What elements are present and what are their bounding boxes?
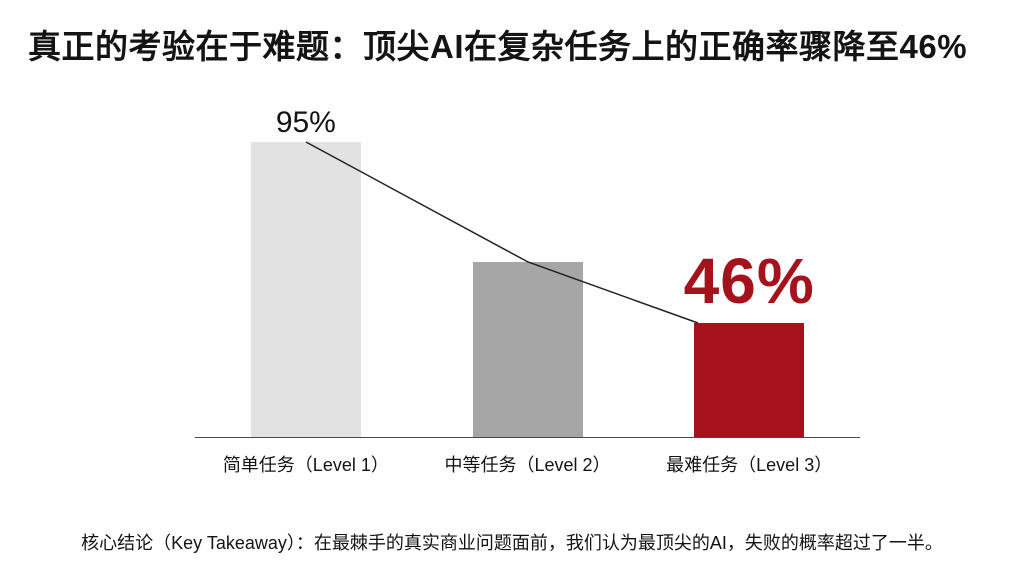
x-axis-label-level1: 简单任务（Level 1） bbox=[222, 455, 389, 475]
bar-chart: 95% 46% 简单任务（Level 1） 中等任务（Level 2） 最难任务… bbox=[195, 100, 860, 477]
chart-bar-level3 bbox=[694, 323, 805, 437]
plot-area: 95% 46% bbox=[195, 100, 860, 438]
x-axis-labels: 简单任务（Level 1） 中等任务（Level 2） 最难任务（Level 3… bbox=[195, 451, 860, 477]
bar-value-label-level1: 95% bbox=[275, 106, 336, 139]
chart-bar-level2 bbox=[472, 262, 583, 437]
bar-value-label-level3: 46% bbox=[683, 245, 815, 317]
chart-bar-level1 bbox=[250, 142, 361, 437]
x-axis-label-level2: 中等任务（Level 2） bbox=[444, 455, 611, 475]
key-takeaway-text: 核心结论（Key Takeaway）：在最棘手的真实商业问题面前，我们认为最顶尖… bbox=[81, 533, 943, 553]
x-axis-label-level3: 最难任务（Level 3） bbox=[666, 455, 833, 475]
bar-column-level3: 46% bbox=[638, 249, 860, 437]
bar-column-level1: 95% bbox=[195, 106, 417, 437]
bar-column-level2 bbox=[417, 259, 639, 437]
slide-title: 真正的考验在于难题：顶尖AI在复杂任务上的正确率骤降至46% bbox=[28, 28, 968, 65]
